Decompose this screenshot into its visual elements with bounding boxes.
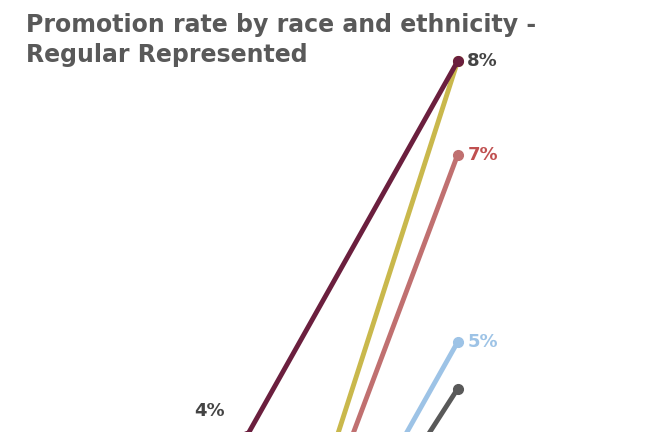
Text: 7%: 7% [467, 146, 498, 164]
Text: Promotion rate by race and ethnicity -
Regular Represented: Promotion rate by race and ethnicity - R… [26, 13, 536, 67]
Text: 4%: 4% [194, 402, 225, 420]
Text: 5%: 5% [467, 333, 498, 351]
Text: 8%: 8% [467, 52, 498, 70]
